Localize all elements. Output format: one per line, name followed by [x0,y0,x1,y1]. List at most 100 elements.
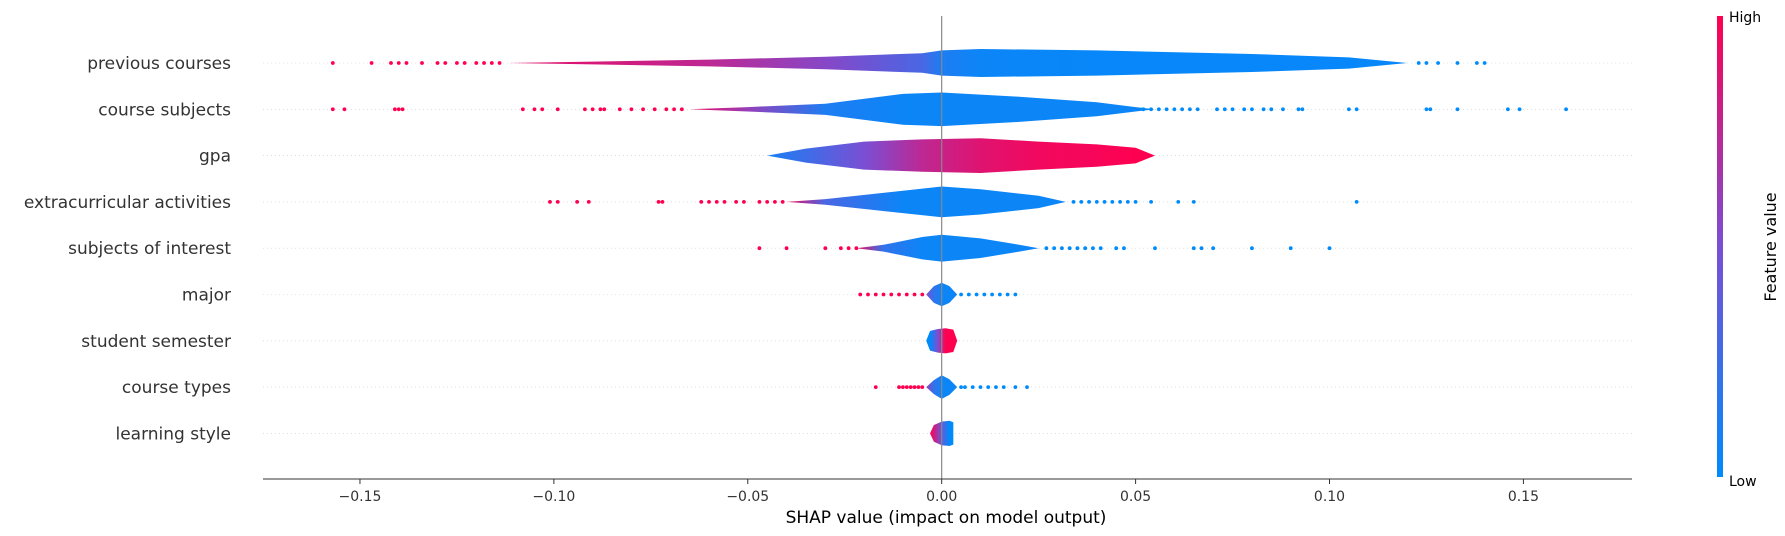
feature-label: student semester [81,332,231,352]
outlier-dot-high [741,200,746,204]
outlier-dot-low [1044,246,1049,251]
outlier-dot-high [672,107,676,112]
outlier-dot-low [1300,107,1305,112]
outlier-dot-low [1071,200,1076,204]
outlier-dot-high [873,292,878,297]
outlier-dot-low [1110,200,1115,204]
outlier-dot-high [497,61,502,65]
feature-label: gpa [199,147,231,167]
outlier-dot-high [482,61,486,65]
outlier-dot-low [1164,107,1169,112]
outlier-dot-high [881,292,886,297]
outlier-dot-low [1416,61,1421,65]
outlier-dot-high [586,200,591,204]
outlier-dot-low [1133,200,1138,204]
outlier-dot-low [1075,246,1080,251]
outlier-dot-high [443,61,448,65]
x-tick-label: 0.05 [1120,489,1151,505]
x-axis-title: SHAP value (impact on model output) [786,508,1107,528]
outlier-dot-high [873,385,878,389]
outlier-dot-low [1436,61,1440,65]
outlier-dot-low [1013,292,1018,297]
outlier-dot-high [652,107,657,112]
outlier-dot-low [1087,200,1091,204]
outlier-dot-low [959,385,963,389]
outlier-dot-high [342,107,347,112]
outlier-dot-low [1505,107,1510,112]
violin-body [689,92,1155,127]
outlier-dot-low [1156,107,1161,112]
x-tick-label: 0.10 [1314,489,1345,505]
outlier-dot-high [404,61,409,65]
outlier-dot-low [1327,246,1332,251]
outlier-dot-high [908,385,913,389]
outlier-dot-low [990,292,994,297]
outlier-dot-low [1250,246,1254,251]
feature-label: previous courses [87,54,231,74]
colorbar-title: Feature value [1761,192,1780,301]
outlier-dot-high [435,61,440,65]
outlier-dot-low [1149,200,1154,204]
outlier-dot-high [912,385,917,389]
outlier-dot-low [1424,61,1429,65]
outlier-dot-high [489,61,494,65]
x-tick-label: 0.00 [926,489,957,505]
colorbar-low-label: Low [1729,474,1757,490]
outlier-dot-low [1149,107,1154,112]
outlier-dot-high [722,200,727,204]
outlier-dot-high [540,107,545,112]
outlier-dot-high [823,246,828,251]
outlier-dot-high [707,200,711,204]
outlier-dot-high [912,292,917,297]
outlier-dot-low [1098,246,1103,251]
outlier-dot-low [1083,246,1088,251]
outlier-dot-high [916,385,921,389]
outlier-dot-low [959,292,963,297]
feature-label: major [182,286,231,306]
feature-label: course subjects [98,100,231,120]
feature-label: learning style [115,424,231,444]
outlier-dot-high [866,292,870,297]
outlier-dot-low [1474,61,1479,65]
outlier-dot-high [858,292,863,297]
outlier-dot-high [629,107,634,112]
outlier-dot-high [641,107,645,112]
outlier-dot-high [575,200,580,204]
outlier-dot-low [1094,200,1099,204]
outlier-dot-high [920,385,925,389]
outlier-dot-low [1215,107,1219,112]
outlier-dot-high [904,385,909,389]
violin-body [786,186,1066,218]
outlier-dot-low [997,292,1002,297]
outlier-dot-high [420,61,424,65]
outlier-dot-high [520,107,525,112]
outlier-dot-high [548,200,552,204]
outlier-dot-low [1125,200,1130,204]
outlier-dot-low [1428,107,1433,112]
outlier-dot-low [978,385,983,389]
outlier-dot-low [1122,246,1126,251]
outlier-dot-low [1424,107,1429,112]
outlier-dot-low [1517,107,1522,112]
outlier-dot-high [598,107,603,112]
outlier-dot-low [1281,107,1285,112]
outlier-dot-low [1211,246,1216,251]
outlier-dot-low [1261,107,1266,112]
outlier-dot-low [1001,385,1006,389]
outlier-dot-high [757,200,762,204]
x-tick-label: −0.15 [339,489,382,505]
outlier-dot-high [474,61,479,65]
feature-labels: previous courses course subjects gpa extrac… [24,54,231,444]
outlier-dot-low [1455,61,1460,65]
outlier-dot-low [1288,246,1293,251]
colorbar: High Low Feature value [1717,10,1780,490]
outlier-dot-high [889,292,894,297]
outlier-dot-high [664,107,669,112]
outlier-dot-low [1199,246,1204,251]
outlier-dot-high [699,200,704,204]
x-ticks: −0.15 −0.10 −0.05 0.00 0.05 0.10 0.15 [339,479,1539,505]
outlier-dot-low [1564,107,1568,112]
outlier-dot-high [854,246,859,251]
x-tick-label: 0.15 [1508,489,1539,505]
outlier-dot-low [1346,107,1351,112]
